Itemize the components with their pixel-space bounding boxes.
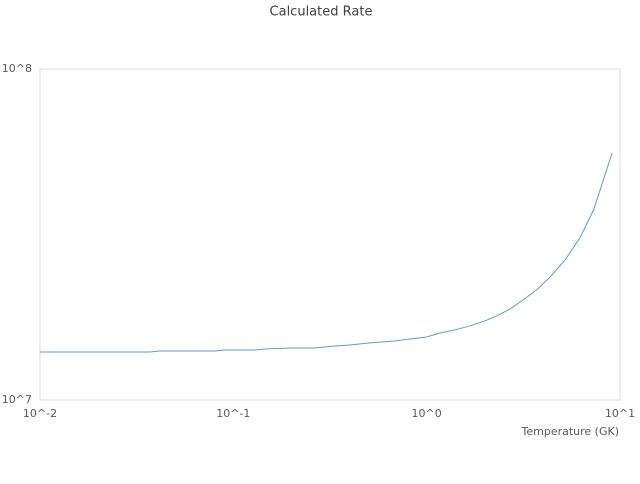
- y-tick-label: 10^7: [2, 393, 32, 406]
- x-tick-label: 10^1: [605, 407, 635, 420]
- x-tick-label: 10^-1: [216, 407, 250, 420]
- data-line: [40, 152, 613, 353]
- x-tick-label: 10^0: [412, 407, 442, 420]
- chart-title: Calculated Rate: [270, 5, 373, 20]
- x-axis-title: Temperature (GK): [521, 425, 620, 438]
- x-tick-label: 10^-2: [23, 407, 57, 420]
- plot-area: [39, 68, 621, 401]
- y-tick-label: 10^8: [2, 62, 32, 75]
